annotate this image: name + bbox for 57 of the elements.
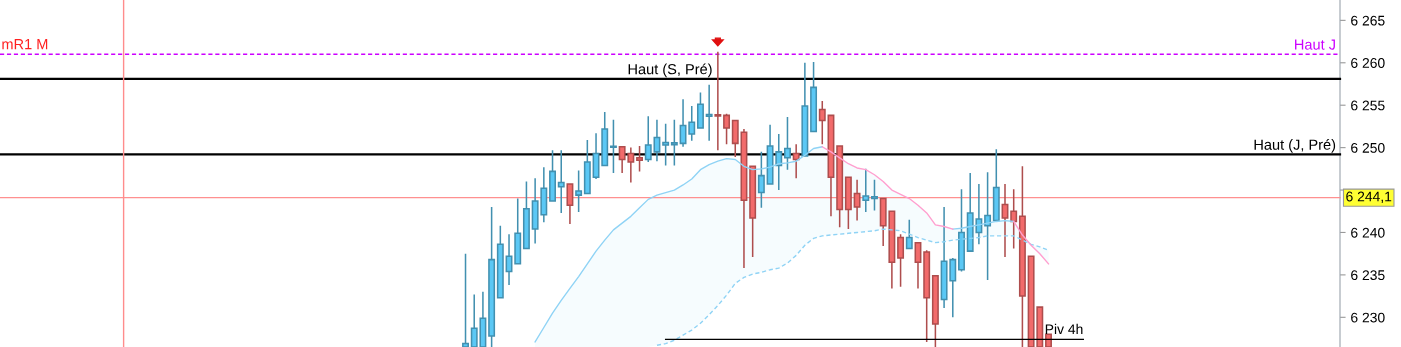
candlestick [609,118,617,174]
candlestick [792,143,800,179]
series-label: Piv 4h [1045,323,1083,334]
ref-line-label: 6 244,1 [1346,191,1392,204]
candlestick [784,116,791,171]
y-tick-label: 6 265 [1351,15,1385,26]
y-tick-label: 6 235 [1351,270,1385,281]
candlestick [583,139,591,195]
candlestick [871,179,878,212]
candlestick [514,197,522,265]
candlestick [496,224,504,299]
candlestick [1018,165,1026,347]
candlestick [488,206,496,347]
candlestick [749,165,757,258]
ref-line-label: Haut J [1295,39,1335,50]
y-tick-label: 6 260 [1351,58,1385,68]
candlestick [836,145,844,229]
candlestick [853,179,861,222]
candlestick [696,91,704,129]
candlestick [670,118,678,167]
candlestick [636,145,644,173]
candlestick [522,180,530,250]
candlestick [905,218,913,250]
candlestick [757,151,765,209]
y-tick-label: 6 255 [1351,100,1385,111]
candlestick [914,241,922,290]
candlestick [1045,333,1052,347]
candlestick [931,274,939,347]
candlestick [844,176,852,230]
candlestick [557,149,565,214]
candlestick [662,123,670,167]
candlestick [549,149,556,202]
ref-line-label: Haut (J, Pré) [1254,138,1336,153]
candlestick [958,188,965,273]
candlestick [705,84,713,142]
candlestick [984,171,992,281]
ref-line-label: Haut (S, Pré) [628,63,712,78]
y-tick-label: 6 250 [1351,142,1385,153]
candlestick [462,252,469,347]
candlestick [992,148,1000,222]
y-tick-label: 6 240 [1351,227,1385,238]
candlestick [810,61,818,133]
annotation: mR1 M [2,39,48,50]
candlestick [862,168,870,213]
candlestick [801,62,809,157]
candlestick [714,50,722,151]
candlestick [897,233,905,288]
candlestick [827,114,835,218]
candlestick [818,100,826,145]
candlestick [1001,183,1009,258]
candlestick [575,169,583,213]
candlestick [723,112,731,145]
y-tick-label: 6 230 [1351,312,1385,323]
candlestick [1010,188,1018,250]
candlestick [566,183,574,225]
candlestick [505,233,513,286]
candlestick [923,249,931,343]
